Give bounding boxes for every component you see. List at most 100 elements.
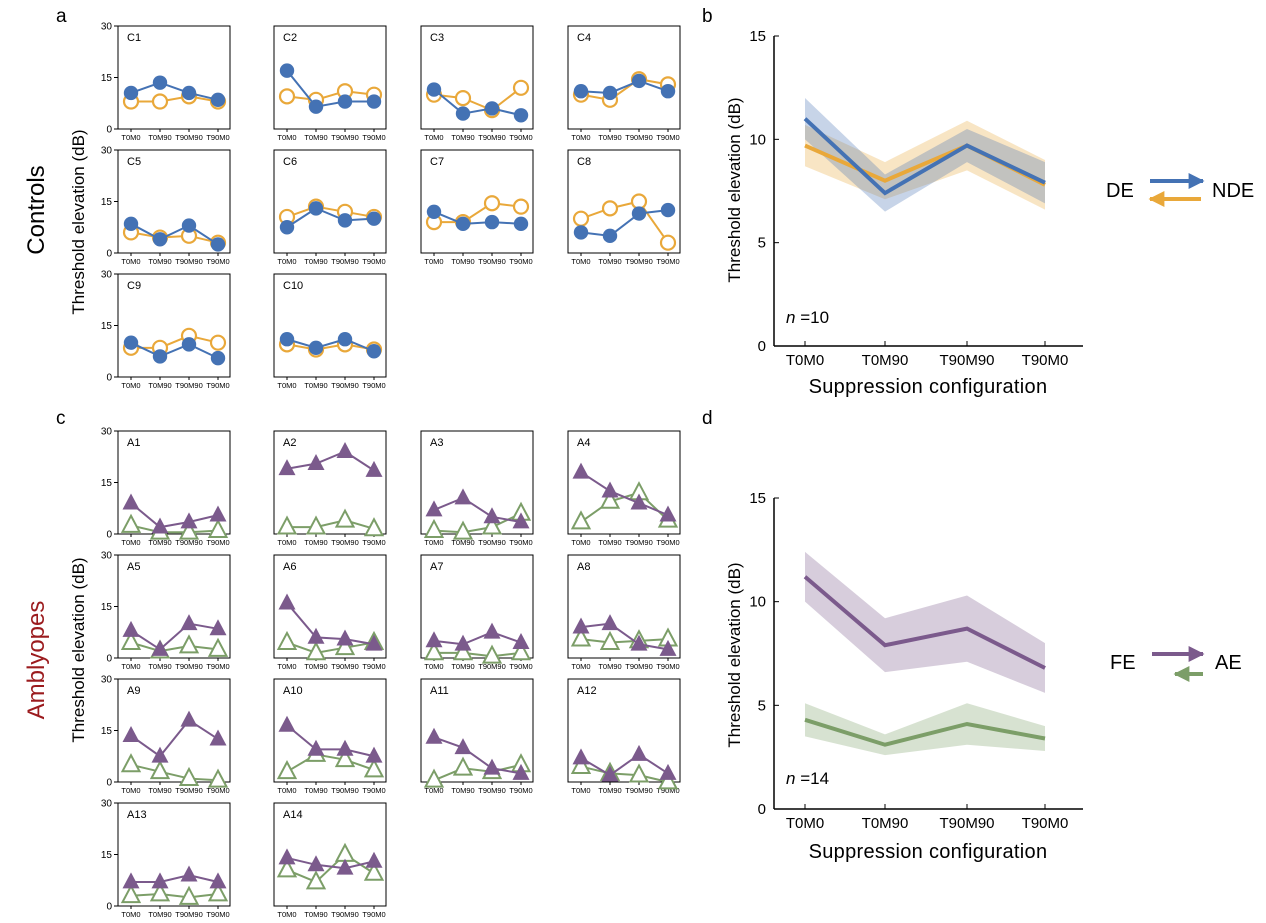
ae-line-a7	[434, 651, 522, 658]
subject-label-a13: A13	[127, 809, 147, 821]
panel-d-y-tick-label-3: 15	[749, 490, 766, 507]
nde-marker-c8-1	[601, 200, 619, 217]
x-tick-label-a7-3: T90M0	[509, 662, 532, 671]
fe-marker-a7-2	[483, 622, 501, 639]
subject-plot-c5: 0 15 30 T0M0 T0M90 T90M90 T90M0 C5	[101, 146, 231, 266]
de-marker-c4-3	[660, 84, 676, 99]
y-tick-label-c9-0: 0	[106, 373, 112, 384]
x-tick-label-a8-3: T90M0	[656, 662, 679, 671]
ae-marker-a1-2	[178, 520, 200, 540]
de-marker-c9-0	[123, 335, 139, 350]
legend-fe-label: FE	[1110, 652, 1136, 674]
fe-marker-a1-1	[151, 517, 169, 534]
ae-marker-a2-0	[276, 515, 298, 535]
x-tick-label-c1-0: T0M0	[121, 133, 140, 142]
subplot-frame-c6	[273, 149, 387, 254]
nde-line-c2	[286, 90, 375, 101]
y-tick-label-c1-2: 30	[101, 22, 113, 33]
ae-marker-a12-3	[657, 770, 679, 790]
subject-label-a2: A2	[283, 437, 296, 449]
fe-marker-a13-2	[180, 865, 198, 882]
subject-plot-a7: T0M0 T0M90 T90M90 T90M0 A7	[420, 554, 534, 671]
x-tick-label-c3-0: T0M0	[424, 133, 443, 142]
subplot-frame-c3	[420, 25, 534, 130]
x-tick-label-a2-0: T0M0	[277, 538, 296, 547]
panel-b-x-tick-label-0: T0M0	[786, 352, 824, 369]
nde-line-c7	[434, 202, 522, 224]
fe-line-a13	[131, 874, 219, 883]
ae-marker-a14-1	[305, 870, 327, 890]
subject-label-a7: A7	[430, 561, 443, 573]
de-marker-c5-2	[181, 218, 197, 233]
subject-plot-c10: T0M0 T0M90 T90M90 T90M0 C10	[273, 273, 387, 390]
fe-marker-a10-0	[278, 715, 296, 732]
nde-line-c8	[580, 200, 669, 244]
x-tick-label-c8-0: T0M0	[571, 257, 590, 266]
de-marker-c3-1	[455, 106, 471, 121]
x-tick-label-a13-2: T90M90	[175, 910, 203, 919]
fe-marker-a5-1	[151, 639, 169, 656]
subject-plot-a2: T0M0 T0M90 T90M90 T90M0 A2	[273, 430, 387, 547]
de-line-c1	[130, 81, 219, 101]
subject-label-c2: C2	[283, 32, 297, 44]
subject-plot-c7: T0M0 T0M90 T90M90 T90M0 C7	[420, 149, 534, 266]
ae-line-a6	[286, 641, 375, 654]
x-tick-label-a1-2: T90M90	[175, 538, 203, 547]
de-marker-c3-2	[484, 101, 500, 116]
ae-marker-a5-0	[120, 630, 142, 650]
x-tick-label-a6-0: T0M0	[277, 662, 296, 671]
subject-plot-c9: 0 15 30 T0M0 T0M90 T90M90 T90M0 C9	[101, 270, 231, 390]
y-tick-label-a5-0: 0	[106, 654, 112, 665]
fe-marker-a12-2	[630, 744, 648, 761]
fe-line-a8	[580, 622, 669, 651]
fe-marker-a13-0	[122, 872, 140, 889]
x-tick-label-a10-2: T90M90	[331, 786, 359, 795]
fe-line-a2	[286, 450, 375, 472]
fe-line-a11	[433, 736, 522, 775]
x-tick-label-a2-1: T0M90	[304, 538, 327, 547]
de-marker-c3-3	[513, 108, 529, 123]
ae-line-a13	[130, 892, 219, 899]
subject-plot-a4: T0M0 T0M90 T90M90 T90M0 A4	[567, 430, 681, 547]
x-tick-label-a11-2: T90M90	[478, 786, 506, 795]
controls-group-title: Controls	[23, 165, 50, 254]
fe-marker-a2-2	[336, 442, 354, 458]
de-marker-c1-2	[181, 85, 197, 101]
ae-marker-a9-2	[178, 766, 200, 786]
fe-marker-a3-2	[483, 507, 501, 524]
y-tick-label-c5-1: 15	[101, 197, 113, 208]
subject-plot-a12: T0M0 T0M90 T90M90 T90M0 A12	[567, 678, 681, 795]
x-tick-label-a8-1: T0M90	[598, 662, 621, 671]
x-tick-label-a7-2: T90M90	[478, 662, 506, 671]
de-marker-c9-2	[181, 337, 197, 352]
panel-d-x-tick-label-0: T0M0	[786, 815, 824, 832]
nde-marker-c7-3	[512, 198, 530, 215]
de-marker-c10-3	[366, 344, 382, 359]
fe-line-a4	[580, 471, 669, 517]
ae-line-a3	[433, 512, 522, 534]
x-tick-label-a7-1: T0M90	[451, 662, 474, 671]
panel-d-ae-ci-band	[805, 703, 1045, 756]
fe-marker-a8-0	[572, 617, 590, 634]
subject-label-c3: C3	[430, 32, 444, 44]
subject-label-c5: C5	[127, 156, 141, 168]
y-tick-label-a9-0: 0	[106, 778, 112, 789]
panel-d-x-tick-label-2: T90M90	[939, 815, 994, 832]
x-tick-label-c6-0: T0M0	[277, 257, 296, 266]
panel-d-fe-ci-band	[805, 551, 1045, 693]
x-tick-label-c9-1: T0M90	[148, 381, 171, 390]
ae-marker-a5-2	[178, 634, 200, 654]
y-tick-label-a13-0: 0	[106, 902, 112, 913]
fe-marker-a6-1	[307, 627, 325, 644]
panel-b-de-line	[803, 117, 1046, 196]
subject-plot-a8: T0M0 T0M90 T90M90 T90M0 A8	[567, 554, 681, 671]
ae-marker-a3-1	[452, 520, 474, 540]
y-tick-label-a1-0: 0	[106, 530, 112, 541]
subplot-frame-c8	[567, 149, 681, 254]
ae-marker-a14-3	[363, 861, 385, 881]
de-line-c7	[433, 210, 522, 225]
legend-de-label: DE	[1106, 180, 1134, 202]
panel-b-x-tick-label-3: T90M0	[1022, 352, 1069, 369]
nde-line-c10	[286, 343, 375, 351]
